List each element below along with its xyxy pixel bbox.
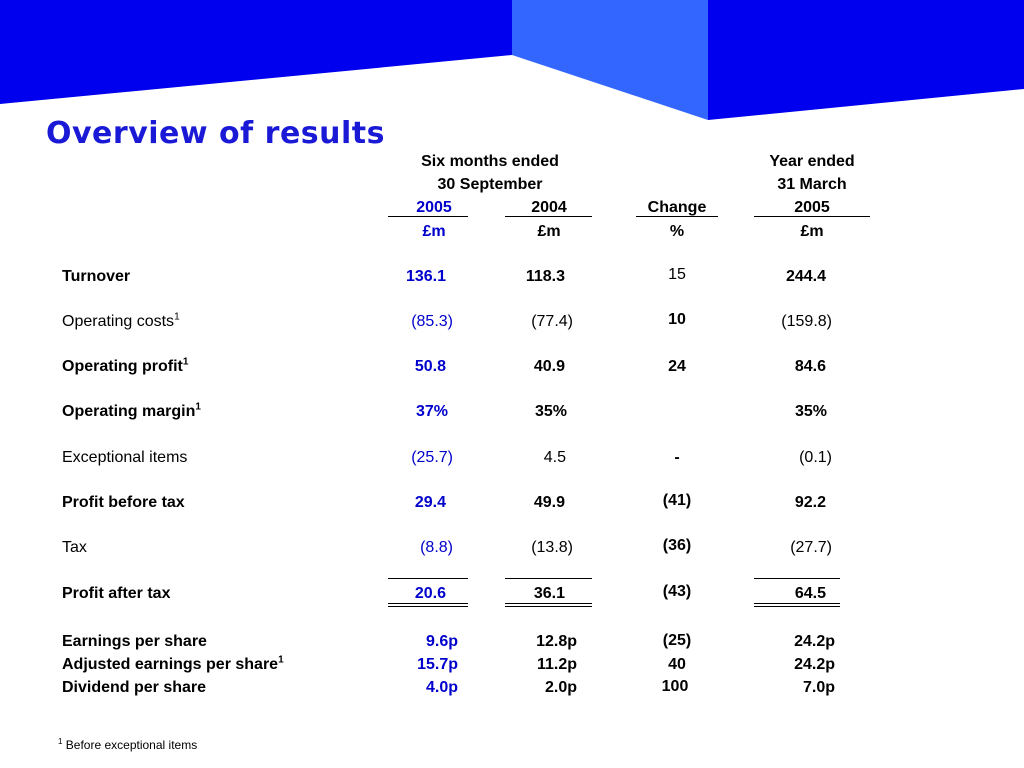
profit-after-tax-2005: 20.6 (414, 585, 446, 602)
operating-profit-2005: 50.8 (414, 358, 446, 375)
row-label-tax: Tax (62, 539, 87, 556)
dps-change: 100 (661, 678, 689, 695)
eps-year: 24.2p (794, 633, 835, 650)
row-label-operating-margin: Operating margin1 (62, 401, 201, 420)
dps-year: 7.0p (802, 679, 835, 696)
eps-2005: 9.6p (425, 633, 458, 650)
adjusted-eps-year: 24.2p (794, 656, 835, 673)
header-six-months-line2: 30 September (437, 176, 543, 193)
unit-year: £m (800, 223, 824, 240)
eps-change: (25) (662, 632, 692, 649)
eps-2004: 12.8p (536, 633, 577, 650)
row-label-turnover: Turnover (62, 268, 131, 285)
banner-dark-left (0, 0, 512, 104)
header-change: Change (647, 199, 707, 216)
header-year-ended-line2: 31 March (777, 176, 847, 193)
banner-light-middle (512, 0, 708, 120)
operating-margin-year: 35% (794, 403, 827, 420)
adjusted-eps-2005: 15.7p (417, 656, 458, 673)
header-underline-change (636, 216, 718, 217)
turnover-2005: 136.1 (405, 268, 446, 285)
adjusted-eps-2004: 11.2p (536, 656, 577, 673)
header-year-ended-year: 2005 (794, 199, 830, 216)
total-double-line-2004 (505, 603, 592, 607)
header-underline-year (754, 216, 870, 217)
operating-profit-year: 84.6 (794, 358, 826, 375)
header-year-ended-line1: Year ended (769, 153, 855, 170)
row-label-exceptional-items: Exceptional items (62, 449, 188, 466)
subtotal-line-year (754, 578, 840, 579)
header-year-2004: 2004 (531, 199, 567, 216)
profit-before-tax-change: (41) (662, 492, 692, 509)
unit-change: % (669, 223, 685, 240)
operating-costs-change: 10 (668, 311, 686, 328)
row-label-dps: Dividend per share (62, 679, 207, 696)
operating-margin-2004: 35% (534, 403, 567, 420)
operating-profit-2004: 40.9 (533, 358, 565, 375)
tax-2005: (8.8) (420, 539, 453, 556)
exceptional-items-year: (0.1) (799, 449, 832, 466)
tax-2004: (13.8) (531, 539, 573, 556)
total-double-line-2005 (388, 603, 468, 607)
exceptional-items-2005: (25.7) (411, 449, 453, 466)
dps-2005: 4.0p (425, 679, 458, 696)
row-label-operating-profit: Operating profit1 (62, 356, 189, 375)
profit-after-tax-change: (43) (662, 583, 692, 600)
footnote: 1 Before exceptional items (58, 737, 198, 753)
row-label-profit-before-tax: Profit before tax (62, 494, 185, 511)
header-underline-2005 (388, 216, 468, 217)
header-six-months-line1: Six months ended (421, 153, 559, 170)
profit-after-tax-year: 64.5 (794, 585, 826, 602)
operating-costs-year: (159.8) (781, 313, 832, 330)
row-label-eps: Earnings per share (62, 633, 207, 650)
profit-after-tax-2004: 36.1 (533, 585, 565, 602)
operating-costs-2004: (77.4) (531, 313, 573, 330)
operating-costs-2005: (85.3) (411, 313, 453, 330)
tax-change: (36) (662, 537, 692, 554)
operating-margin-2005: 37% (415, 403, 448, 420)
exceptional-items-change: - (674, 449, 680, 466)
profit-before-tax-2004: 49.9 (533, 494, 565, 511)
row-label-adjusted-eps: Adjusted earnings per share1 (62, 654, 284, 673)
header-banner (0, 0, 1024, 120)
banner-dark-right (708, 0, 1024, 120)
profit-before-tax-year: 92.2 (794, 494, 826, 511)
header-year-2005: 2005 (416, 199, 452, 216)
page-title: Overview of results (46, 116, 385, 151)
tax-year: (27.7) (790, 539, 832, 556)
total-double-line-year (754, 603, 840, 607)
operating-profit-change: 24 (668, 358, 686, 375)
turnover-change: 15 (668, 266, 686, 283)
unit-2005: £m (422, 223, 446, 240)
adjusted-eps-change: 40 (668, 656, 686, 673)
turnover-2004: 118.3 (525, 268, 565, 285)
row-label-profit-after-tax: Profit after tax (62, 585, 171, 602)
dps-2004: 2.0p (544, 679, 577, 696)
unit-2004: £m (537, 223, 561, 240)
subtotal-line-2005 (388, 578, 468, 579)
header-underline-2004 (505, 216, 592, 217)
subtotal-line-2004 (505, 578, 592, 579)
exceptional-items-2004: 4.5 (543, 449, 566, 466)
turnover-year: 244.4 (785, 268, 826, 285)
profit-before-tax-2005: 29.4 (414, 494, 446, 511)
row-label-operating-costs: Operating costs1 (62, 311, 180, 330)
